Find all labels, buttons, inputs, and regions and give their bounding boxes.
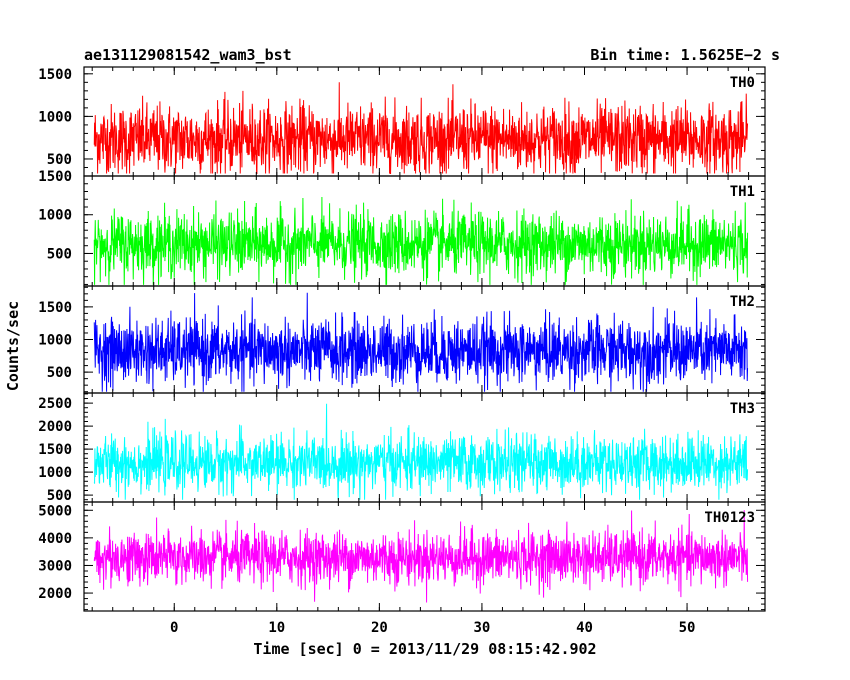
chart-title: ae131129081542_wam3_bst <box>84 46 292 64</box>
x-axis-label: Time [sec] 0 = 2013/11/29 08:15:42.902 <box>253 640 596 658</box>
y-tick-label: 4000 <box>38 531 72 547</box>
y-axis-label: Counts/sec <box>4 301 22 391</box>
panel-frame <box>83 501 766 612</box>
y-tick-label: 1500 <box>38 67 72 83</box>
series-line-th1 <box>93 197 749 285</box>
series-line-th0 <box>93 82 749 174</box>
panel-label-th3: TH3 <box>730 401 755 417</box>
y-tick-label: 1000 <box>38 208 72 224</box>
x-tick-label: 50 <box>679 620 696 636</box>
series-line-th0123 <box>93 510 749 603</box>
panel-label-th2: TH2 <box>730 294 755 310</box>
x-tick-label: 40 <box>576 620 593 636</box>
y-tick-label: 500 <box>47 246 72 262</box>
y-tick-label: 2000 <box>38 586 72 602</box>
series-line-th2 <box>93 292 749 392</box>
y-tick-label: 500 <box>47 488 72 504</box>
x-tick-label: 30 <box>474 620 491 636</box>
x-tick-label: 0 <box>170 620 178 636</box>
series-line-th3 <box>93 403 749 500</box>
panel-th3: 500 1000 1500 2000 2500 TH3 <box>38 392 766 504</box>
y-tick-label: 1500 <box>38 169 72 185</box>
x-tick-label: 20 <box>371 620 388 636</box>
panel-frame <box>83 175 766 287</box>
panels-group: 500 1000 1500 TH0 500 1000 1500 TH1 500 1000 1500 T… <box>38 66 766 612</box>
y-tick-label: 2500 <box>38 396 72 412</box>
panel-th0123: 2000 3000 4000 5000 TH0123 <box>38 501 766 612</box>
panel-label-th0: TH0 <box>730 75 755 91</box>
y-tick-label: 2000 <box>38 419 72 435</box>
panel-label-th0123: TH0123 <box>704 510 755 526</box>
y-tick-label: 1000 <box>38 465 72 481</box>
y-tick-label: 1500 <box>38 300 72 316</box>
panel-th1: 500 1000 1500 TH1 <box>38 169 766 287</box>
y-tick-label: 5000 <box>38 503 72 519</box>
x-tick-label: 10 <box>268 620 285 636</box>
y-tick-label: 1000 <box>38 109 72 125</box>
panel-label-th1: TH1 <box>730 184 755 200</box>
y-tick-label: 1500 <box>38 442 72 458</box>
x-axis: 0 10 20 30 40 50 <box>170 620 695 636</box>
y-tick-label: 500 <box>47 152 72 168</box>
panel-th0: 500 1000 1500 TH0 <box>38 66 766 177</box>
bin-time-label: Bin time: 1.5625E−2 s <box>590 46 780 64</box>
y-tick-label: 1000 <box>38 333 72 349</box>
panel-th2: 500 1000 1500 TH2 <box>38 285 766 394</box>
y-tick-label: 3000 <box>38 558 72 574</box>
y-tick-label: 500 <box>47 365 72 381</box>
